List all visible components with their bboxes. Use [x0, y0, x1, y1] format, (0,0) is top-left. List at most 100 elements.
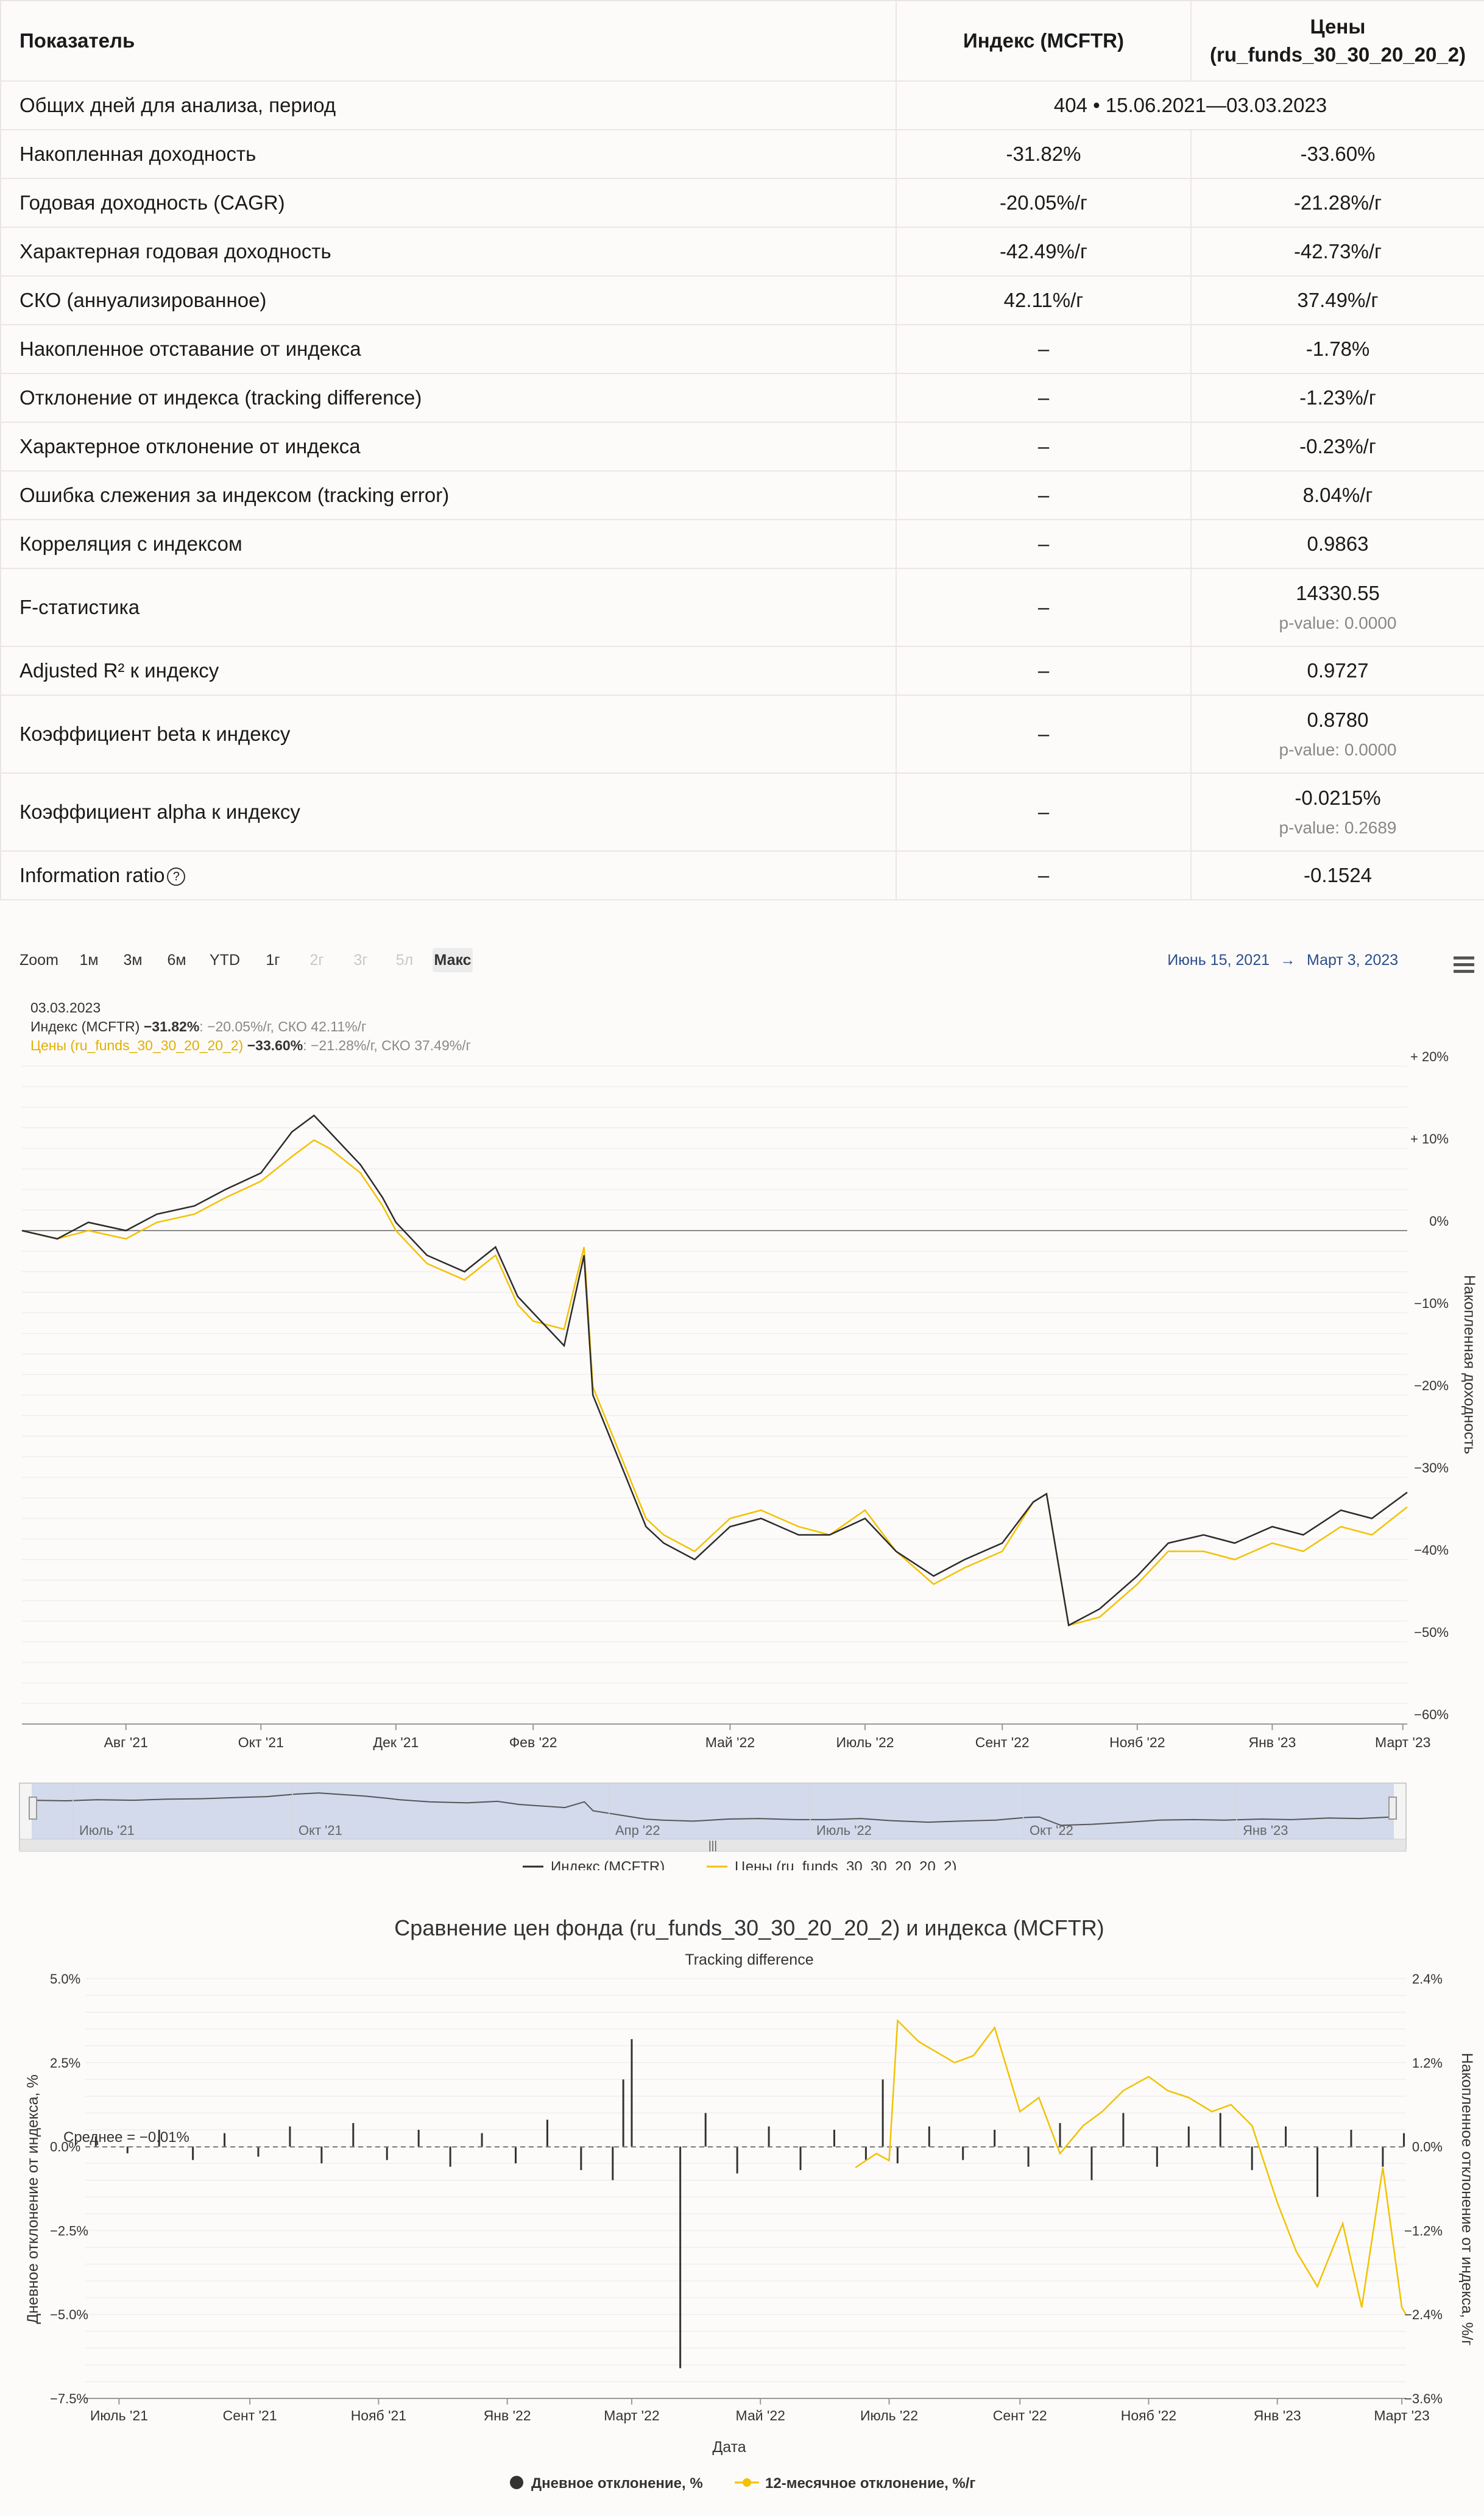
zoom-button-8[interactable]: Макс [433, 948, 473, 972]
chart2-x-ticks: Июль '21 Сент '21 Нояб '21 Янв '22 Март '22 М… [90, 2398, 1430, 2423]
chart2-y-axis-label-right: Накопленное отклонение от индекса, %/г [1458, 2053, 1475, 2345]
chart2-title: Сравнение цен фонда (ru_funds_30_30_20_2… [394, 1915, 1104, 1940]
table-row: Накопленное отставание от индекса – -1.78% [0, 324, 1484, 374]
zoom-button-label: 5л [396, 952, 414, 969]
y-tick-label-right: −3.6% [1404, 2391, 1443, 2406]
hamburger-menu-icon[interactable] [1454, 956, 1474, 973]
chart2-x-axis-label: Дата [712, 2439, 746, 2456]
x-tick-label: Март '22 [604, 2408, 659, 2423]
table-row: СКО (аннуализированное) 42.11%/г 37.49%/г [0, 275, 1484, 325]
fund-value: 0.8780 [1307, 709, 1369, 731]
zoom-label: Zoom [19, 952, 58, 969]
chart2-subtitle: Tracking difference [685, 1951, 813, 1968]
zoom-button-2[interactable]: 6м [167, 952, 186, 969]
zoom-button-label: 3г [353, 952, 367, 969]
y-tick-label: 5.0% [50, 1971, 80, 1987]
metric-label-text: F-статистика [19, 596, 140, 618]
table-row: Корреляция с индексом – 0.9863 [0, 519, 1484, 569]
p-value: p-value: 0.0000 [1279, 740, 1397, 759]
x-tick-label: Нояб '22 [1121, 2408, 1176, 2423]
table-row: Коэффициент alpha к индексу – -0.0215% p-va… [0, 772, 1484, 852]
navigator-right-handle[interactable] [1388, 1797, 1397, 1820]
fund-value-cell: -0.23%/г [1190, 422, 1484, 472]
x-tick-label: Дек '21 [373, 1734, 419, 1750]
metric-label: Годовая доходность (CAGR) [0, 178, 897, 228]
tooltip-index-name: Индекс (MCFTR) [30, 1019, 140, 1034]
tooltip-index-rest: : −20.05%/г, СКО 42.11%/г [199, 1019, 366, 1034]
navigator-label: Июль '21 [79, 1823, 135, 1838]
question-circle-icon[interactable]: ? [167, 868, 186, 886]
navigator-series-line [31, 1792, 1394, 1826]
fund-value-cell: 14330.55 p-value: 0.0000 [1190, 568, 1484, 647]
navigator-selection[interactable] [32, 1783, 1394, 1839]
range-to-input[interactable]: Март 3, 2023 [1307, 952, 1398, 969]
chart2-y-axis-label: Дневное отклонение от индекса, % [24, 2074, 41, 2323]
metric-label: Характерная годовая доходность [0, 227, 897, 277]
fund-value-cell: 0.9863 [1190, 519, 1484, 569]
y-tick-label-right: 2.4% [1412, 1971, 1443, 1987]
x-tick-label: Июль '22 [860, 2408, 918, 2423]
fund-value-cell: -1.23%/г [1190, 373, 1484, 423]
metric-label: Adjusted R² к индексу [0, 646, 897, 696]
scrollbar-grip[interactable]: ||| [708, 1839, 717, 1851]
zoom-button-label: 1м [79, 952, 98, 969]
zoom-button-4[interactable]: 1г [266, 952, 280, 969]
legend-item[interactable]: Цены (ru_funds_30_30_20_20_2) [735, 1859, 957, 1870]
metric-label-text: Характерная годовая доходность [19, 240, 331, 263]
p-value: p-value: 0.2689 [1279, 818, 1397, 837]
metric-label: Коэффициент beta к индексу [0, 694, 897, 774]
x-tick-label: Сент '21 [223, 2408, 277, 2423]
zoom-button-bg [433, 948, 473, 972]
period-label: Общих дней для анализа, период [0, 80, 897, 130]
x-tick-label: Май '22 [705, 1734, 755, 1750]
range-from-input[interactable]: Июнь 15, 2021 [1167, 952, 1270, 969]
zoom-buttons: 1м 3м 6м YTD 1г 2г 3г 5л Макс [79, 948, 473, 972]
x-tick-label: Янв '22 [484, 2408, 531, 2423]
table-row: Коэффициент beta к индексу – 0.8780 p-value… [0, 694, 1484, 774]
index-value: – [896, 373, 1192, 423]
index-value: – [896, 324, 1192, 374]
legend-item-daily[interactable]: Дневное отклонение, % [531, 2475, 703, 2492]
legend-item[interactable]: Индекс (MCFTR) [551, 1859, 665, 1870]
navigator-left-handle[interactable] [29, 1797, 37, 1820]
zoom-button-3[interactable]: YTD [210, 952, 240, 969]
fund-value-cell: 0.8780 p-value: 0.0000 [1190, 694, 1484, 774]
metric-label: Накопленная доходность [0, 129, 897, 179]
fund-value-cell: 0.9727 [1190, 646, 1484, 696]
fund-value: -1.23%/г [1299, 386, 1376, 409]
y-tick-label: −5.0% [50, 2307, 88, 2322]
metric-label-text: СКО (аннуализированное) [19, 289, 267, 311]
zoom-button-5: 2г [309, 952, 323, 969]
metrics-table: Показатель Индекс (MCFTR) Цены (ru_funds… [0, 0, 1484, 900]
index-value: -31.82% [896, 129, 1192, 179]
table-row: Характерное отклонение от индекса – -0.23%… [0, 422, 1484, 472]
index-value: 42.11%/г [896, 275, 1192, 325]
chart1-legend: Индекс (MCFTR) Цены (ru_funds_30_30_20_20… [523, 1859, 957, 1870]
index-value: – [896, 772, 1192, 852]
navigator-labels: Июль '21 Окт '21 Апр '22 Июль '22 Окт '22 Янв… [72, 1783, 1288, 1839]
x-tick-label: Окт '21 [238, 1734, 284, 1750]
range-arrow: → [1281, 952, 1296, 969]
metric-label: Накопленное отставание от индекса [0, 324, 897, 374]
fund-value-cell: -21.28%/г [1190, 178, 1484, 228]
fund-value-cell: -0.0215% p-value: 0.2689 [1190, 772, 1484, 852]
x-tick-label: Янв '23 [1254, 2408, 1301, 2423]
fund-value: 8.04%/г [1302, 484, 1373, 506]
x-tick-label: Март '23 [1374, 2408, 1429, 2423]
navigator-scrollbar[interactable] [19, 1839, 1407, 1852]
fund-value-cell: -0.1524 [1190, 850, 1484, 900]
navigator[interactable]: Июль '21 Окт '21 Апр '22 Июль '22 Окт '22 Янв… [19, 1783, 1407, 1852]
metric-label: Коэффициент alpha к индексу [0, 772, 897, 852]
index-value: – [896, 646, 1192, 696]
metric-label-text: Характерное отклонение от индекса [19, 435, 361, 458]
mean-label: Среднее = −0.01% [63, 2129, 189, 2146]
y-tick-label: + 10% [1410, 1131, 1449, 1147]
zoom-button-0[interactable]: 1м [79, 952, 98, 969]
chart-tooltip: 03.03.2023 Индекс (MCFTR) −31.82%: −20.0… [30, 1000, 471, 1053]
tooltip-index-value: −31.82% [144, 1019, 199, 1034]
navigator-label: Апр '22 [615, 1823, 660, 1838]
zoom-button-1[interactable]: 3м [123, 952, 142, 969]
legend-marker-12m [743, 2478, 751, 2487]
header-index: Индекс (MCFTR) [896, 0, 1192, 82]
legend-item-12m[interactable]: 12-месячное отклонение, %/г [765, 2475, 975, 2492]
